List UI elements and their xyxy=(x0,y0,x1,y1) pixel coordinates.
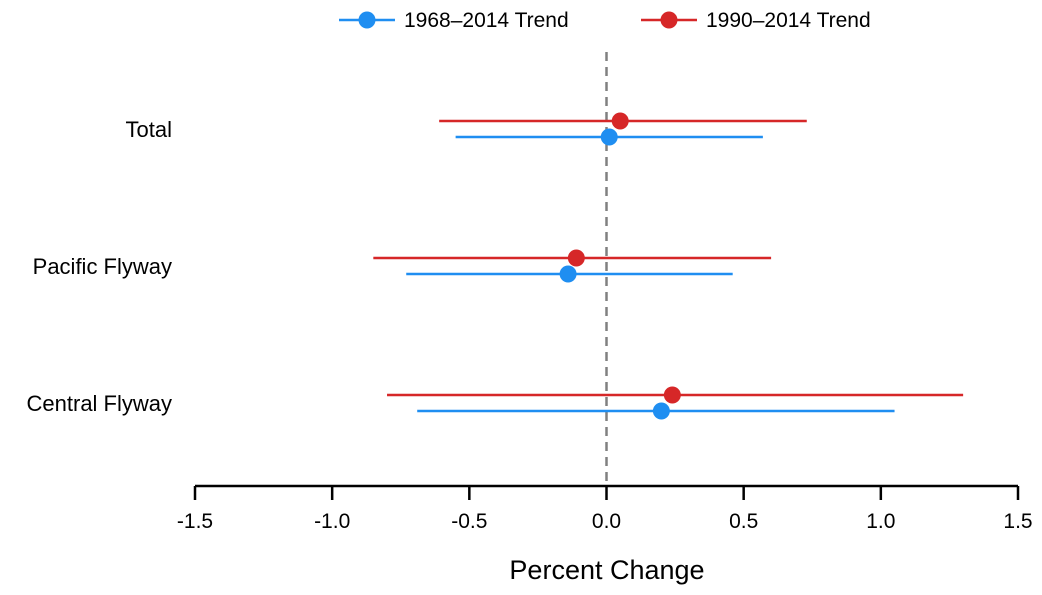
legend-marker-2 xyxy=(660,11,678,29)
series-2-point-3 xyxy=(663,386,681,404)
x-tick-label: 1.5 xyxy=(1003,510,1032,533)
category-label-pacific-flyway: Pacific Flyway xyxy=(33,254,172,279)
x-tick-label: -1.0 xyxy=(314,510,350,533)
x-axis-title: Percent Change xyxy=(509,555,704,585)
series-1-point-2 xyxy=(559,265,577,283)
legend: 1968–2014 Trend 1990–2014 Trend xyxy=(339,9,871,32)
series-1-point-3 xyxy=(652,402,670,420)
legend-label-2: 1990–2014 Trend xyxy=(706,9,871,32)
x-tick-label: 1.0 xyxy=(866,510,895,533)
series-2-point-1 xyxy=(611,112,629,130)
x-axis: -1.5 -1.0 -0.5 0.0 0.5 1.0 1.5 xyxy=(177,484,1033,533)
series-2-point-2 xyxy=(567,249,585,267)
legend-marker-1 xyxy=(358,11,376,29)
series-1-point-1 xyxy=(600,128,618,146)
x-tick-label: -1.5 xyxy=(177,510,213,533)
category-label-central-flyway: Central Flyway xyxy=(27,391,172,416)
category-label-total: Total xyxy=(126,117,172,142)
plot-area: Total Pacific Flyway Central Flyway xyxy=(27,52,964,486)
x-tick-label: 0.0 xyxy=(592,510,621,533)
legend-label-1: 1968–2014 Trend xyxy=(404,9,569,32)
x-tick-label: -0.5 xyxy=(451,510,487,533)
x-tick-label: 0.5 xyxy=(729,510,758,533)
